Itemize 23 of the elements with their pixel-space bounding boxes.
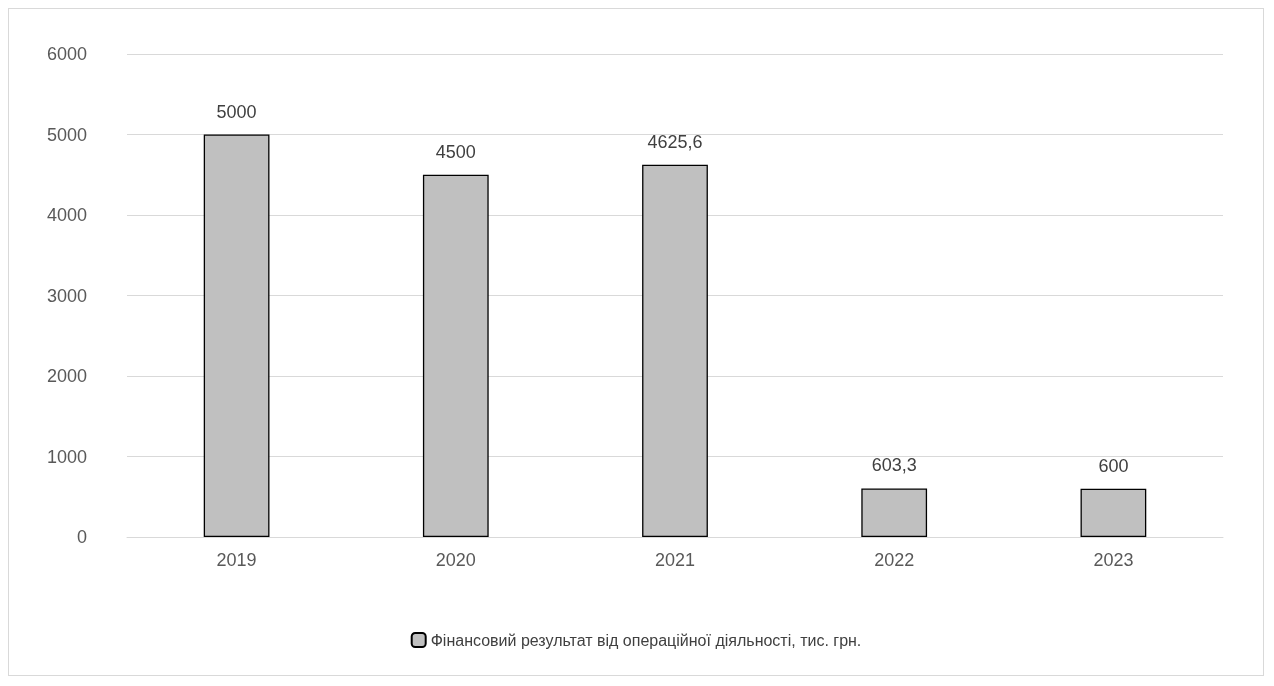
data-label: 5000: [216, 101, 257, 122]
data-label: 4500: [435, 141, 476, 162]
x-tick-label: 2020: [435, 550, 476, 570]
y-tick-label: 6000: [46, 44, 87, 64]
y-tick-label: 2000: [46, 366, 87, 386]
bar: [422, 174, 489, 537]
legend-label: Фінансовий результат від операційної діяльності, тис. грн.: [430, 631, 862, 649]
bar: [1080, 488, 1147, 537]
y-tick-label: 5000: [46, 124, 87, 145]
y-tick-label: 4000: [46, 205, 87, 225]
y-tick-label: 0: [76, 527, 87, 547]
data-label: 600: [1098, 455, 1129, 476]
y-tick-label: 3000: [46, 285, 87, 306]
bar: [861, 488, 928, 537]
bar: [203, 134, 270, 537]
x-tick-label: 2022: [874, 550, 915, 570]
x-tick-label: 2023: [1093, 550, 1134, 570]
data-label: 4625,6: [647, 131, 703, 152]
data-label: 603,3: [871, 455, 917, 476]
x-tick-label: 2021: [654, 550, 696, 570]
x-tick-label: 2019: [216, 550, 257, 570]
y-tick-label: 1000: [46, 446, 87, 467]
bar: [642, 164, 708, 537]
